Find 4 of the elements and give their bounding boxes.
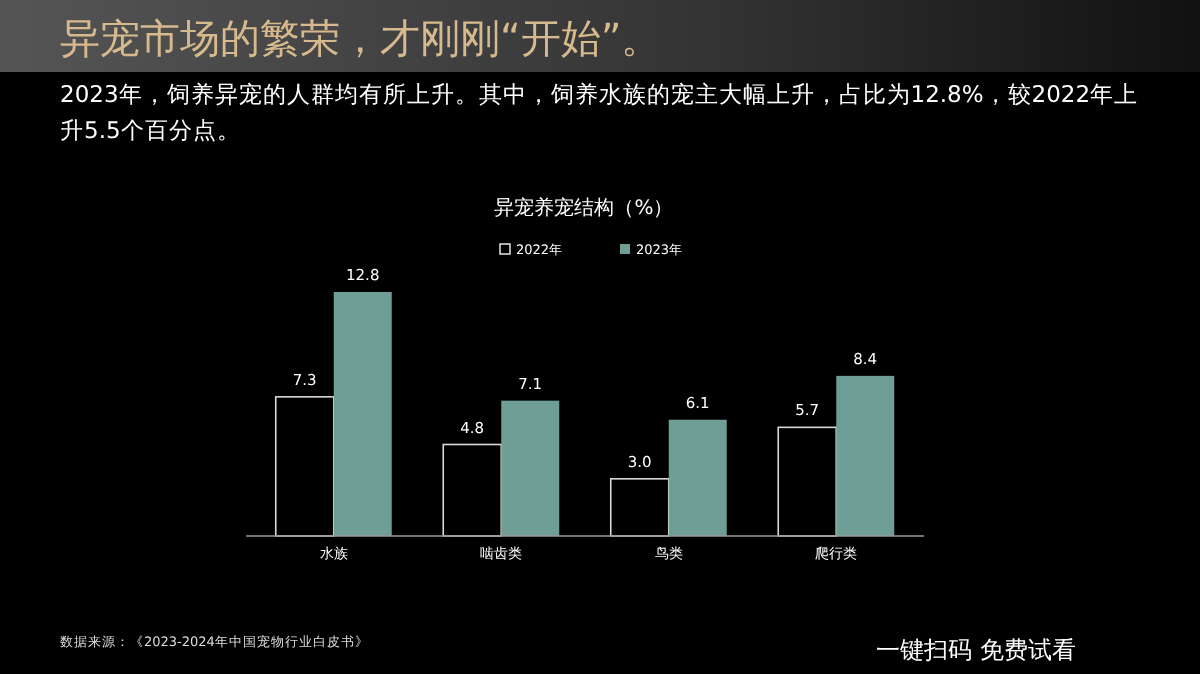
chart-subtitle: 2023年，饲养异宠的人群均有所上升。其中，饲养水族的宠主大幅上升，占比为12.8%，较2022年上升5.5个百分点。	[60, 78, 1141, 148]
text: 一键扫码 免费试看	[876, 636, 1076, 664]
x-axis-title: 异宠养宠结构（%）	[494, 196, 674, 220]
chart-title: 异宠市场的繁荣，才刚刚“开始”。	[60, 14, 662, 62]
